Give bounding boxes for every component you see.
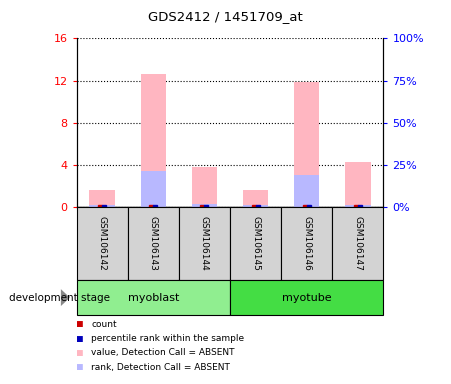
Bar	[77, 207, 128, 280]
Bar	[243, 190, 268, 207]
Bar	[230, 207, 281, 280]
Text: GSM106145: GSM106145	[251, 217, 260, 271]
Text: myotube: myotube	[282, 293, 331, 303]
Bar	[141, 74, 166, 207]
Text: GSM106143: GSM106143	[149, 217, 158, 271]
Polygon shape	[61, 289, 70, 306]
Bar	[89, 190, 115, 207]
Bar	[128, 207, 179, 280]
Text: ■: ■	[77, 362, 83, 372]
Bar	[294, 82, 319, 207]
Bar	[179, 207, 230, 280]
Bar	[141, 171, 166, 207]
Bar	[294, 175, 319, 207]
Bar	[192, 167, 217, 207]
Bar	[243, 205, 268, 207]
Bar	[89, 205, 115, 207]
Text: ■: ■	[77, 334, 83, 344]
Bar	[230, 280, 383, 315]
Text: GSM106142: GSM106142	[98, 217, 107, 271]
Text: ■: ■	[77, 348, 83, 358]
Text: myoblast: myoblast	[128, 293, 179, 303]
Text: value, Detection Call = ABSENT: value, Detection Call = ABSENT	[91, 348, 235, 358]
Bar	[281, 207, 332, 280]
Text: GSM106146: GSM106146	[302, 217, 311, 271]
Text: ■: ■	[77, 319, 83, 329]
Text: rank, Detection Call = ABSENT: rank, Detection Call = ABSENT	[91, 362, 230, 372]
Text: GDS2412 / 1451709_at: GDS2412 / 1451709_at	[148, 10, 303, 23]
Text: GSM106144: GSM106144	[200, 217, 209, 271]
Text: GSM106147: GSM106147	[353, 217, 362, 271]
Bar	[192, 204, 217, 207]
Bar	[332, 207, 383, 280]
Bar	[345, 162, 371, 207]
Text: development stage: development stage	[9, 293, 110, 303]
Bar	[345, 205, 371, 207]
Text: count: count	[91, 320, 117, 329]
Bar	[77, 280, 230, 315]
Text: percentile rank within the sample: percentile rank within the sample	[91, 334, 244, 343]
